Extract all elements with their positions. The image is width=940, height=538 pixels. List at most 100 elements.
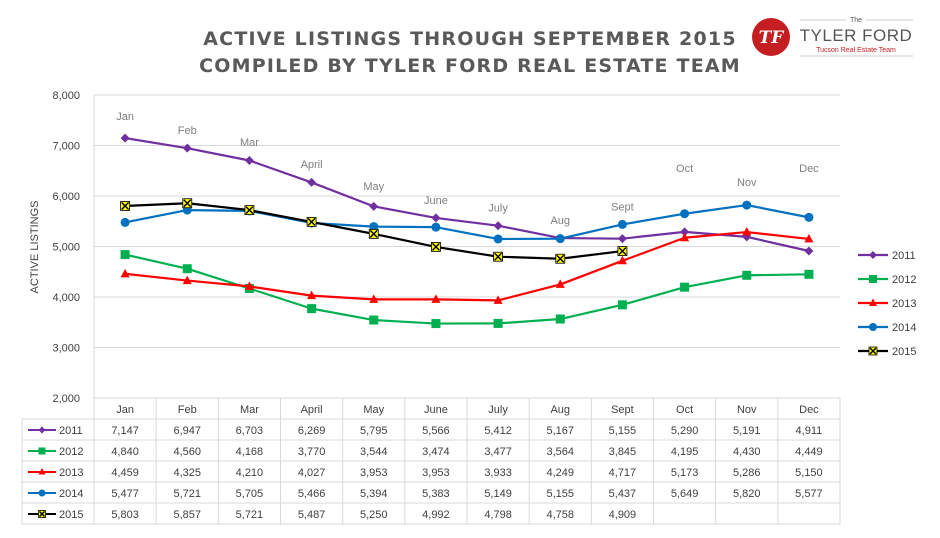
data-point-2014 (680, 209, 690, 219)
table-cell-value: 5,437 (609, 488, 637, 500)
point-category-label: Aug (550, 215, 570, 227)
data-point-2013 (493, 295, 503, 304)
table-cell-value: 3,933 (484, 467, 512, 479)
data-point-2011 (680, 227, 690, 237)
legend-label: 2013 (892, 298, 916, 310)
data-point-2015 (493, 251, 503, 262)
table-cell-value: 4,798 (484, 509, 512, 521)
table-cell-value: 5,383 (422, 488, 450, 500)
data-point-2012 (120, 250, 130, 260)
data-point-2013 (369, 294, 379, 303)
marker-x (556, 254, 565, 263)
legend-key-2012 (869, 275, 877, 283)
y-axis-ticks: 2,000 3,000 4,000 5,000 6,000 7,000 8,000 (52, 90, 80, 405)
series-line-2014 (124, 203, 810, 241)
table-cell-value: 3,477 (484, 446, 512, 458)
data-point-2014 (804, 212, 814, 222)
logo-mark-icon (752, 18, 790, 56)
data-point-2013 (555, 279, 565, 288)
table-cell-value: 4,168 (236, 446, 264, 458)
marker-x (369, 229, 378, 238)
x-tick-label: April (301, 404, 323, 416)
y-tick-label: 2,000 (52, 393, 80, 405)
legend-label: 2011 (892, 250, 916, 262)
legend-label: 2014 (892, 322, 916, 334)
data-point-2015 (306, 217, 317, 227)
table-cell-value: 4,911 (796, 425, 823, 437)
x-tick-label: Aug (550, 404, 570, 416)
point-category-label: Feb (178, 125, 197, 137)
legend-key-2014 (869, 323, 877, 331)
table-cell-value: 6,947 (173, 425, 201, 437)
table-cell-value: 5,705 (236, 488, 264, 500)
marker-x (618, 247, 627, 256)
table-cell-value: 5,155 (546, 488, 574, 500)
y-axis-label: ACTIVE LISTINGS (29, 201, 41, 294)
table-series-name: 2014 (59, 488, 83, 500)
data-point-2012 (307, 304, 317, 314)
table-cell-value: 4,027 (298, 467, 326, 479)
point-category-label: July (488, 203, 508, 215)
table-cell-value: 5,167 (546, 425, 574, 437)
table-cell-value: 5,803 (111, 509, 139, 521)
legend-key-2011 (869, 251, 877, 259)
data-point-2014 (369, 222, 379, 232)
marker-x (307, 217, 316, 226)
table-cell-value: 4,249 (546, 467, 574, 479)
table-cell-value: 5,466 (298, 488, 326, 500)
plot-area: Jan Feb Mar April May June July Aug Sept Oct Nov De… (116, 111, 819, 329)
data-point-2013 (182, 275, 192, 285)
table-legend-key-2011 (38, 426, 46, 434)
x-tick-label: Dec (799, 404, 819, 416)
data-point-2015 (555, 253, 566, 264)
data-point-2012 (369, 315, 379, 325)
table-cell-value: 5,577 (795, 488, 823, 500)
table-cell-value: 7,147 (111, 425, 139, 437)
point-category-label: Dec (799, 163, 819, 175)
x-tick-label: May (363, 404, 384, 416)
marker-x (245, 206, 254, 215)
table-cell-value: 5,649 (671, 488, 699, 500)
legend-label: 2015 (892, 346, 916, 358)
data-point-2014 (493, 234, 503, 244)
table-cell-value: 6,703 (236, 425, 264, 437)
series-line-2012 (124, 253, 809, 325)
table-legend-key-2014 (38, 489, 46, 497)
point-category-label: Jan (116, 111, 134, 123)
y-tick-label: 3,000 (52, 343, 80, 355)
table-series-name: 2011 (59, 425, 83, 437)
table-cell-value: 5,721 (173, 488, 201, 500)
data-point-2012 (680, 282, 690, 292)
data-point-2011 (182, 143, 192, 153)
chart-title-line-2: COMPILED BY TYLER FORD REAL ESTATE TEAM (199, 55, 741, 77)
data-point-2013 (244, 281, 254, 290)
point-category-label: Sept (611, 201, 634, 213)
data-point-2015 (182, 198, 193, 209)
table-cell-value: 4,560 (173, 446, 201, 458)
data-point-2011 (369, 201, 379, 211)
data-point-2013 (307, 290, 317, 300)
data-point-2014 (120, 217, 130, 227)
y-tick-label: 7,000 (52, 141, 80, 153)
table-cell-value: 4,459 (111, 467, 139, 479)
table-cell-value: 6,269 (298, 425, 326, 437)
table-cell-value: 5,477 (111, 488, 139, 500)
x-tick-label: July (488, 404, 508, 416)
series-line-2013 (124, 230, 810, 302)
point-category-label: Oct (676, 163, 693, 175)
data-point-2012 (742, 270, 752, 280)
data-table: Jan Feb Mar April May June July Aug Sept Oct Nov De… (21, 397, 841, 525)
data-point-2011 (120, 133, 130, 143)
data-point-2014 (431, 222, 441, 232)
table-cell-value: 4,717 (609, 467, 637, 479)
y-tick-label: 8,000 (52, 90, 80, 102)
table-cell-value: 3,564 (546, 446, 574, 458)
table-cell-value: 4,210 (236, 467, 264, 479)
table-cell-value: 5,150 (795, 467, 823, 479)
data-point-2012 (431, 319, 441, 329)
table-series-name: 2015 (59, 509, 83, 521)
table-legend-key-2012 (38, 447, 46, 455)
table-cell-value: 5,149 (484, 488, 512, 500)
logo: TF The TYLER FORD Tucson Real Estate Tea… (752, 17, 913, 57)
